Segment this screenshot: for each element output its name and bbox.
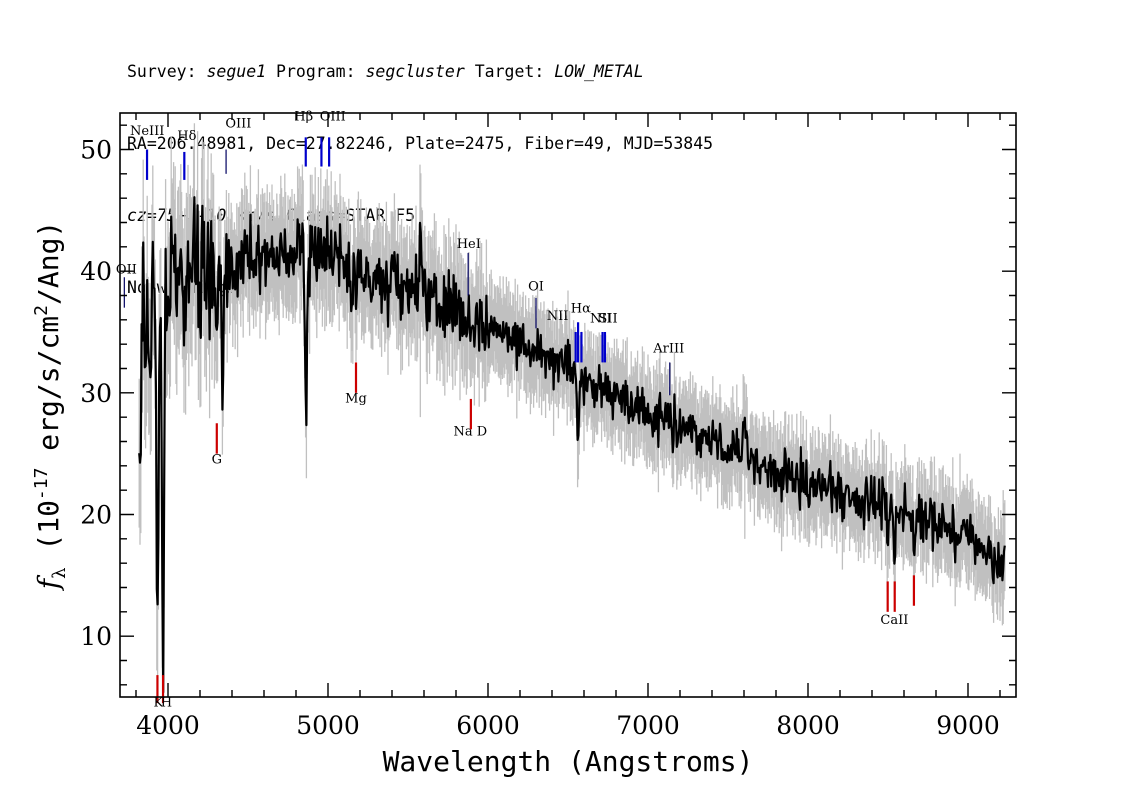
target-label: Target: [474, 62, 545, 81]
plot-frame [119, 112, 1017, 698]
tick-labels: 4000 5000 6000 7000 8000 9000 10 20 30 40 50 [80, 136, 1000, 741]
line-label: Hδ [177, 129, 196, 144]
line-label: ArIII [652, 342, 684, 357]
x-tick-label: 9000 [936, 711, 1000, 740]
x-tick-label: 7000 [616, 711, 680, 740]
target-value: LOW_METAL [554, 62, 644, 81]
x-tick-label: 6000 [456, 711, 520, 740]
y-axis-title-post: /Ang) [32, 221, 65, 305]
error-band [138, 123, 1006, 697]
line-label: SII [598, 311, 617, 326]
header-line-1: Survey: segue1 Program: segcluster Targe… [127, 60, 713, 84]
tick-marks [120, 113, 1016, 697]
line-label: K [154, 696, 164, 711]
line-label: OII [116, 263, 137, 278]
y-tick-label: 50 [80, 136, 112, 165]
line-label: Mg [345, 392, 367, 407]
y-axis-title: fλ (10-17 erg/s/cm2/Ang) [31, 221, 70, 592]
axis-ticks [120, 113, 1016, 697]
x-tick-label: 5000 [296, 711, 360, 740]
line-label: CaII [880, 613, 908, 628]
x-tick-label: 4000 [136, 711, 200, 740]
header-line-2: RA=206.48981, Dec=27.82246, Plate=2475, … [127, 134, 714, 153]
line-label: OIII [320, 109, 346, 124]
line-label: NII [547, 309, 569, 324]
y-axis-title-exponent-2: 2 [31, 305, 52, 316]
y-tick-label: 20 [80, 501, 112, 530]
line-label: NeIII [130, 124, 164, 139]
line-label: HeI [457, 237, 481, 252]
flux-series [138, 196, 1006, 694]
line-label: G [212, 452, 222, 467]
y-axis-title-pre: (10 [32, 500, 65, 567]
y-tick-label: 10 [80, 622, 112, 651]
y-tick-label: 40 [80, 257, 112, 286]
program-label: Program: [276, 62, 356, 81]
line-label: H [161, 696, 172, 711]
line-label: Na D [454, 424, 488, 439]
y-tick-label: 30 [80, 379, 112, 408]
y-axis-title-subscript: λ [49, 568, 70, 579]
x-axis-title: Wavelength (Angstroms) [383, 745, 754, 778]
line-label: Hβ [294, 109, 313, 124]
line-label: OIII [225, 117, 251, 132]
survey-label: Survey: [127, 62, 197, 81]
program-value: segcluster [365, 62, 465, 81]
line-label: NII [590, 311, 612, 326]
error-band-path [138, 123, 1006, 697]
survey-value: segue1 [206, 62, 267, 81]
y-axis-title-exponent: -17 [31, 468, 52, 501]
flux-line [138, 196, 1006, 694]
line-label: OI [528, 280, 544, 295]
y-axis-title-mid: erg/s/cm [32, 316, 65, 468]
x-tick-label: 8000 [776, 711, 840, 740]
line-label: Hα [571, 302, 591, 317]
